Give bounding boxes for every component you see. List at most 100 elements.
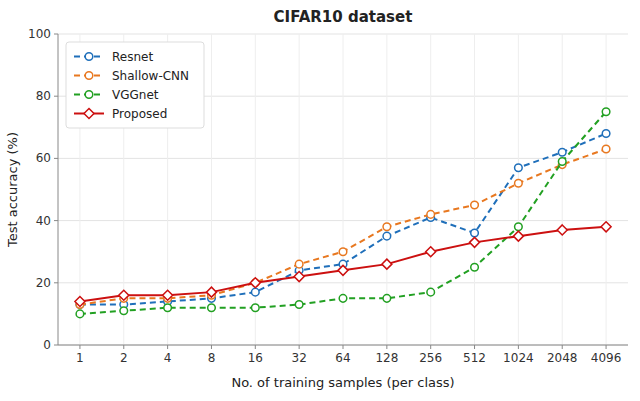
series xyxy=(76,145,610,308)
y-tick-label: 100 xyxy=(28,27,51,41)
point-marker xyxy=(295,260,303,268)
point-marker xyxy=(206,287,216,297)
x-tick xyxy=(343,345,344,349)
x-grid-line xyxy=(562,34,563,345)
legend-label: VGGnet xyxy=(112,88,159,102)
x-tick xyxy=(79,345,80,349)
x-tick xyxy=(299,345,300,349)
point-marker xyxy=(120,307,128,315)
point-marker xyxy=(515,223,523,231)
y-tick-label: 20 xyxy=(36,276,51,290)
point-marker xyxy=(383,223,391,231)
x-tick xyxy=(562,345,563,349)
legend-marker xyxy=(85,72,93,80)
legend-label: Shallow-CNN xyxy=(112,69,189,83)
point-marker xyxy=(427,288,435,296)
x-tick-label: 8 xyxy=(208,351,216,365)
point-marker xyxy=(338,265,348,275)
y-tick-label: 40 xyxy=(36,214,51,228)
x-tick xyxy=(518,345,519,349)
x-tick-label: 4 xyxy=(164,351,172,365)
point-marker xyxy=(426,247,436,257)
point-marker xyxy=(119,290,129,300)
x-grid-line xyxy=(518,34,519,345)
point-marker xyxy=(515,179,523,187)
point-marker xyxy=(471,201,479,209)
point-marker xyxy=(339,295,347,303)
point-marker xyxy=(208,304,216,312)
x-tick xyxy=(123,345,124,349)
x-axis-label: No. of training samples (per class) xyxy=(231,375,454,390)
title: CIFAR10 dataset xyxy=(274,8,413,26)
y-tick xyxy=(54,34,58,35)
legend-label: Resnet xyxy=(112,50,153,64)
x-tick xyxy=(211,345,212,349)
x-tick-label: 2 xyxy=(120,351,128,365)
x-tick-label: 2048 xyxy=(547,351,578,365)
series xyxy=(76,108,610,318)
x-tick xyxy=(606,345,607,349)
point-marker xyxy=(515,164,523,172)
y-tick-label: 60 xyxy=(36,151,51,165)
x-tick-label: 512 xyxy=(463,351,486,365)
y-axis-line xyxy=(58,34,59,345)
point-marker xyxy=(250,278,260,288)
series xyxy=(76,130,610,309)
x-tick xyxy=(474,345,475,349)
x-tick-label: 1 xyxy=(76,351,84,365)
point-marker xyxy=(383,295,391,303)
point-marker xyxy=(383,232,391,240)
point-marker xyxy=(557,225,567,235)
chart: 0 20 40 60 80 100 1 2 4 8 16 32 64 128 256 512 1024 2048 4… xyxy=(0,0,640,401)
x-tick-label: 32 xyxy=(292,351,307,365)
point-marker xyxy=(601,222,611,232)
point-marker xyxy=(602,108,610,116)
point-marker xyxy=(513,231,523,241)
y-tick xyxy=(54,96,58,97)
legend-label: Proposed xyxy=(112,107,167,121)
x-tick-label: 16 xyxy=(248,351,263,365)
x-grid-line xyxy=(474,34,475,345)
point-marker xyxy=(602,145,610,153)
point-marker xyxy=(75,296,85,306)
x-tick xyxy=(430,345,431,349)
series-line xyxy=(80,227,606,302)
x-grid-line xyxy=(299,34,300,345)
legend: Resnet Shallow-CNN VGGnet Proposed xyxy=(66,42,204,128)
point-marker xyxy=(602,130,610,138)
point-marker xyxy=(76,310,84,318)
y-tick xyxy=(54,345,58,346)
series xyxy=(75,222,611,307)
plot-data xyxy=(75,108,611,318)
point-marker xyxy=(252,288,260,296)
x-tick-label: 64 xyxy=(335,351,350,365)
series-line xyxy=(80,149,606,305)
point-marker xyxy=(164,304,172,312)
y-tick xyxy=(54,220,58,221)
y-tick-label: 0 xyxy=(43,338,51,352)
point-marker xyxy=(427,211,435,219)
x-grid-line xyxy=(430,34,431,345)
grid xyxy=(58,34,628,345)
point-marker xyxy=(339,248,347,256)
point-marker xyxy=(295,301,303,309)
point-marker xyxy=(294,272,304,282)
point-marker xyxy=(470,237,480,247)
legend-marker xyxy=(85,53,93,61)
y-tick xyxy=(54,158,58,159)
x-grid-line xyxy=(255,34,256,345)
y-tick-label: 80 xyxy=(36,89,51,103)
point-marker xyxy=(163,290,173,300)
series-line xyxy=(80,112,606,314)
x-tick-label: 128 xyxy=(375,351,398,365)
x-tick-label: 4096 xyxy=(591,351,622,365)
x-tick xyxy=(255,345,256,349)
point-marker xyxy=(382,259,392,269)
point-marker xyxy=(252,304,260,312)
x-tick-label: 256 xyxy=(419,351,442,365)
axes: 0 20 40 60 80 100 1 2 4 8 16 32 64 128 256 512 1024 2048 4… xyxy=(28,27,628,365)
series-line xyxy=(80,134,606,305)
x-tick-label: 1024 xyxy=(503,351,534,365)
y-tick xyxy=(54,282,58,283)
point-marker xyxy=(558,158,566,166)
